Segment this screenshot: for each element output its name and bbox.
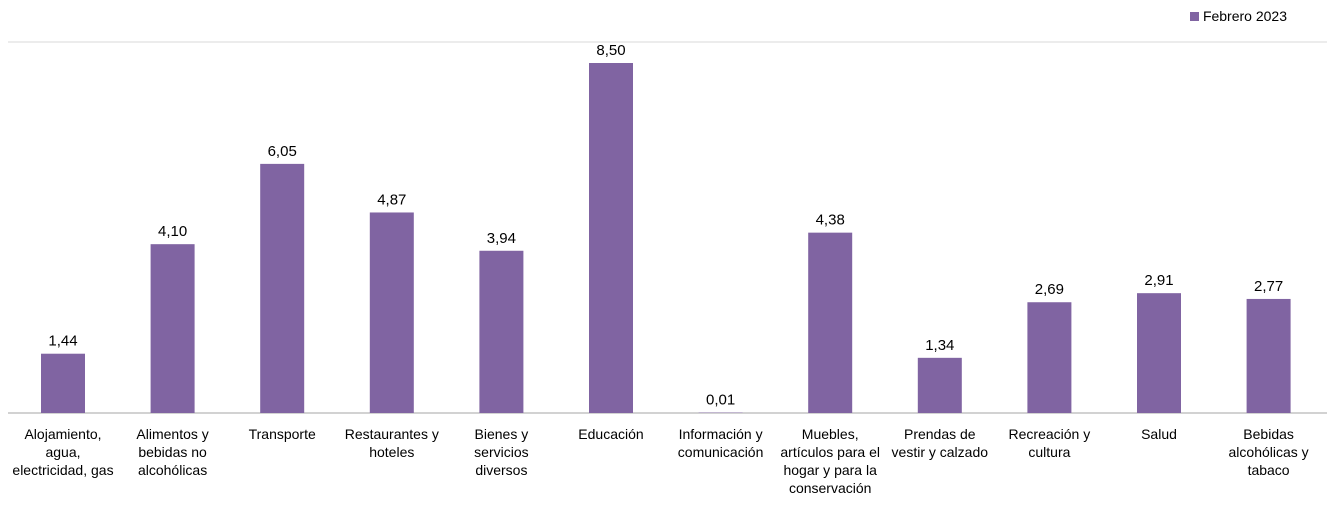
category-label: Alojamiento, agua, electricidad, gas	[12, 426, 114, 478]
bar	[41, 353, 85, 413]
category-label: Salud	[1141, 426, 1177, 442]
bar	[917, 357, 962, 413]
bar	[479, 250, 524, 413]
data-label: 3,94	[487, 230, 516, 247]
bar	[589, 63, 633, 413]
category-label: Alimentos y bebidas no alcohólicas	[136, 426, 209, 478]
legend: Febrero 2023	[1189, 8, 1287, 24]
category-label: Transporte	[248, 426, 316, 442]
category-label: Información y comunicación	[677, 426, 764, 460]
category-label: Muebles, artículos para el hogar y para …	[780, 426, 880, 496]
category-label: Educación	[578, 426, 644, 442]
data-label: 1,44	[48, 333, 77, 350]
bar	[808, 232, 853, 413]
data-label: 2,69	[1035, 281, 1064, 298]
bar	[150, 244, 195, 413]
data-label: 4,38	[816, 212, 845, 229]
data-label: 0,01	[706, 392, 735, 409]
legend-label: Febrero 2023	[1202, 8, 1287, 24]
category-label: Restaurantes y hoteles	[344, 426, 439, 460]
data-label: 2,91	[1144, 272, 1173, 289]
data-label: 4,10	[158, 223, 187, 240]
category-label: Recreación y cultura	[1008, 426, 1091, 460]
legend-swatch	[1189, 11, 1199, 21]
data-label: 8,50	[596, 42, 625, 59]
data-label: 4,87	[377, 191, 406, 208]
data-label: 2,77	[1254, 278, 1283, 295]
bar	[369, 212, 414, 413]
bar	[1027, 302, 1072, 413]
bar	[1137, 293, 1181, 413]
category-label: Bienes y servicios diversos	[474, 426, 529, 478]
bar	[1246, 298, 1291, 413]
bar	[260, 163, 305, 413]
category-label: Bebidas alcohólicas y tabaco	[1228, 426, 1309, 478]
data-label: 1,34	[925, 337, 954, 354]
data-label: 6,05	[268, 143, 297, 160]
category-label: Prendas de vestir y calzado	[891, 426, 989, 460]
